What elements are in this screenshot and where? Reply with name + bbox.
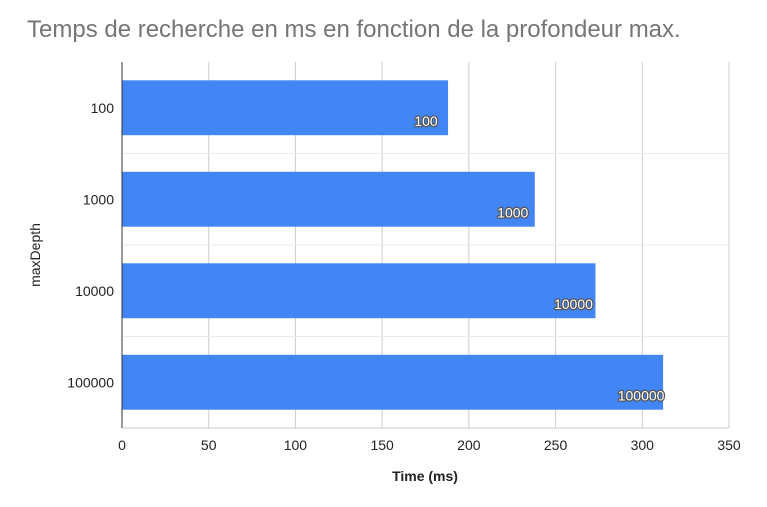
bar [122, 354, 664, 410]
data-labels: 100 1000 10000 100000 [413, 112, 666, 405]
y-tick-labels: 100 1000 10000 100000 [67, 100, 114, 391]
x-tick-label: 350 [717, 437, 741, 453]
data-label: 100000 [618, 388, 665, 404]
x-tick-label: 50 [201, 437, 217, 453]
data-label: 100 [414, 113, 438, 129]
bar [122, 80, 449, 136]
bars [122, 80, 664, 410]
data-label: 10000 [554, 296, 593, 312]
x-tick-label: 100 [284, 437, 308, 453]
x-tick-label: 250 [544, 437, 568, 453]
y-axis-title: maxDepth [27, 223, 43, 287]
data-label: 1000 [497, 205, 528, 221]
x-tick-label: 200 [457, 437, 481, 453]
y-tick-label: 100000 [67, 374, 114, 390]
x-tick-labels: 0 50 100 150 200 250 300 350 [118, 437, 741, 453]
bar [122, 171, 535, 227]
y-tick-label: 100 [91, 100, 115, 116]
bar [122, 263, 596, 319]
y-tick-label: 1000 [83, 191, 114, 207]
x-tick-label: 150 [370, 437, 394, 453]
x-tick-label: 0 [118, 437, 126, 453]
x-axis-title: Time (ms) [392, 468, 458, 484]
x-tick-label: 300 [631, 437, 655, 453]
chart-title: Temps de recherche en ms en fonction de … [27, 16, 681, 43]
y-tick-label: 10000 [75, 283, 114, 299]
